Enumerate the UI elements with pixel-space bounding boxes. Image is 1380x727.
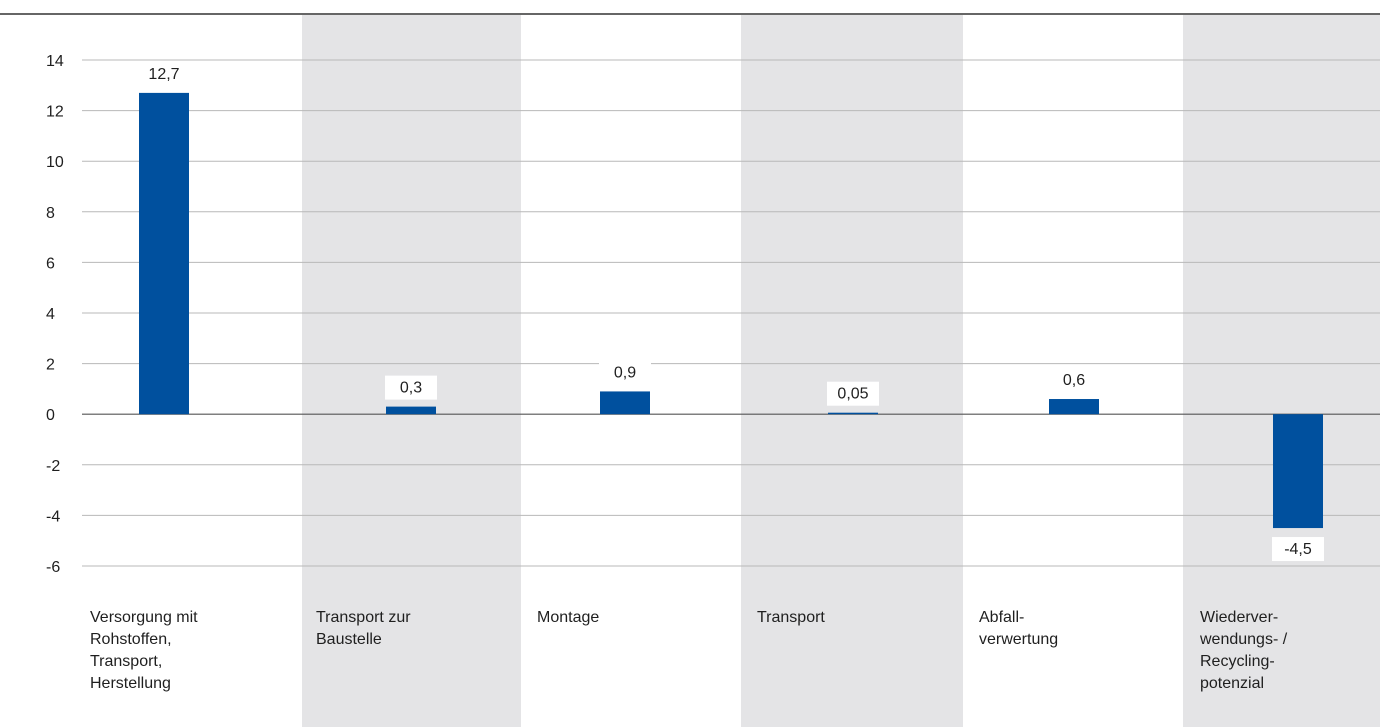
value-label-background xyxy=(1272,537,1324,562)
column-band xyxy=(302,15,521,727)
category-label: Transport xyxy=(757,609,825,626)
category-label: Wiederver-wendungs- / Recycling-potenzial xyxy=(1199,609,1288,692)
y-tick-label: 10 xyxy=(46,154,64,171)
category-label-line: verwertung xyxy=(979,631,1058,648)
y-tick-label: -4 xyxy=(46,508,60,525)
category-label-line: wendungs- / xyxy=(1199,631,1288,648)
category-label-line: Wiederver- xyxy=(1200,609,1278,626)
bar xyxy=(600,391,650,415)
gridlines xyxy=(82,59,1380,567)
y-tick-label: 0 xyxy=(46,407,55,424)
y-tick-label: 4 xyxy=(46,306,55,323)
bar xyxy=(1049,399,1099,415)
value-label: 12,7 xyxy=(148,66,179,83)
category-label-line: Baustelle xyxy=(316,631,382,648)
y-axis-ticks: 14 12 10 8 6 4 2 0 -2 -4 -6 xyxy=(46,53,64,576)
y-tick-label: 12 xyxy=(46,104,64,121)
category-label-line: Montage xyxy=(537,609,599,626)
value-label-background xyxy=(827,381,879,406)
category-label-line: potenzial xyxy=(1200,675,1264,692)
value-label: 0,05 xyxy=(837,386,868,403)
value-label: 0,6 xyxy=(1063,372,1085,389)
y-tick-label: -6 xyxy=(46,559,60,576)
y-tick-label: 2 xyxy=(46,357,55,374)
category-label-line: Transport xyxy=(757,609,825,626)
bar xyxy=(386,406,436,415)
category-label-line: Herstellung xyxy=(90,675,171,692)
category-label: Abfall-verwertung xyxy=(979,609,1058,648)
bar xyxy=(139,92,189,415)
category-label-line: Transport zur xyxy=(316,609,411,626)
category-label-line: Recycling- xyxy=(1200,653,1275,670)
value-label-background xyxy=(599,360,651,385)
column-band xyxy=(741,15,963,727)
value-labels: 12,7 0,3 0,9 0,05 0,6 -4,5 xyxy=(138,61,1324,562)
value-label-background xyxy=(138,61,190,86)
value-label-background xyxy=(1048,368,1100,393)
category-label-line: Abfall- xyxy=(979,609,1024,626)
category-label-line: Rohstoffen, xyxy=(90,631,172,648)
column-band xyxy=(1183,15,1380,727)
value-label: -4,5 xyxy=(1284,541,1312,558)
y-tick-label: -2 xyxy=(46,458,60,475)
bar xyxy=(828,412,878,415)
category-label-line: Transport, xyxy=(90,653,162,670)
category-label: Montage xyxy=(537,609,599,626)
y-tick-label: 8 xyxy=(46,205,55,222)
category-label: Transport zur Baustelle xyxy=(316,609,411,648)
bar xyxy=(1273,414,1323,529)
value-label-background xyxy=(385,375,437,400)
category-label-line: Versorgung mit xyxy=(90,609,198,626)
y-tick-label: 14 xyxy=(46,53,64,70)
category-labels: Versorgung mit Rohstoffen, Transport, Herst… xyxy=(90,609,1288,692)
bars xyxy=(139,92,1323,529)
column-bands xyxy=(302,15,1380,727)
value-label: 0,9 xyxy=(614,364,636,381)
y-tick-label: 6 xyxy=(46,255,55,272)
value-label: 0,3 xyxy=(400,380,422,397)
category-label: Versorgung mit Rohstoffen, Transport, Herst… xyxy=(90,609,198,692)
